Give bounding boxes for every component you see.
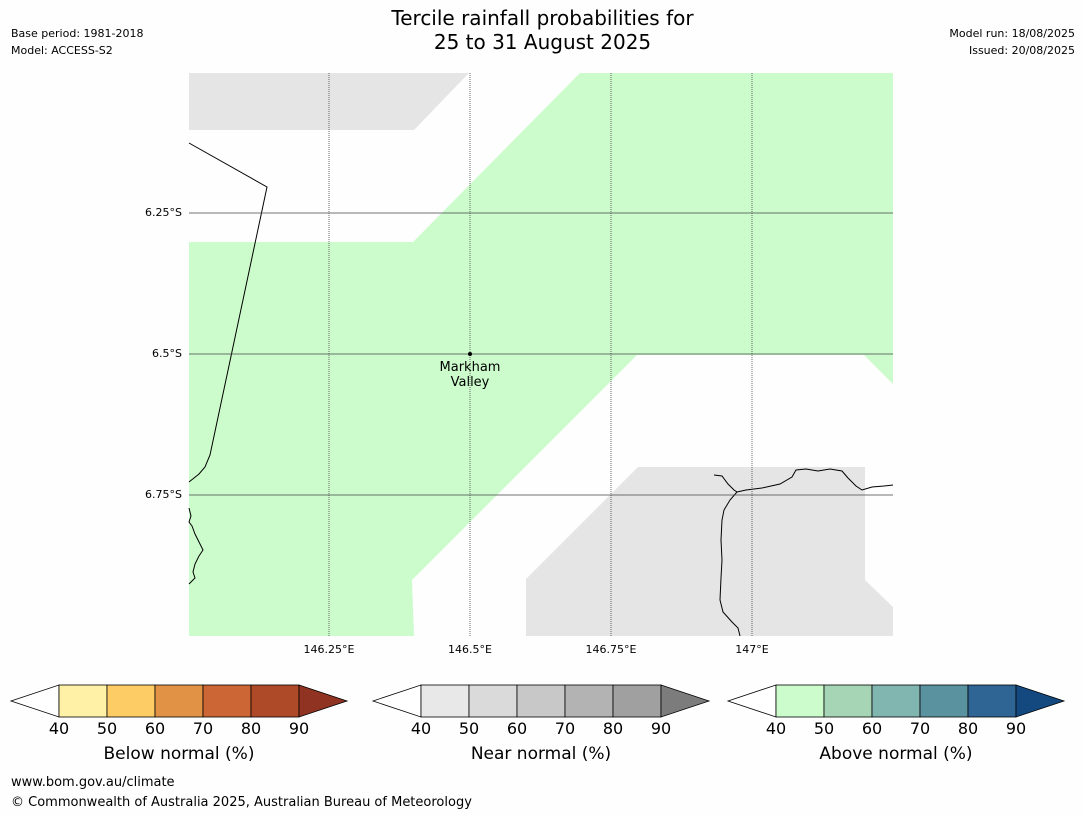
- above-swatch-50: [823, 684, 873, 718]
- above-swatch-70: [919, 684, 969, 718]
- header-left: Base period: 1981-2018 Model: ACCESS-S2: [11, 25, 143, 59]
- above-tick-80: 80: [957, 719, 979, 738]
- issued-text: Issued: 20/08/2025: [968, 44, 1075, 57]
- place-label-line-2: Valley: [450, 375, 490, 390]
- above-swatch-60: [871, 684, 921, 718]
- above-tick-50: 50: [813, 719, 835, 738]
- map-canvas: [188, 73, 894, 637]
- colorbar-near-normal: [371, 684, 711, 718]
- below-over-arrow: [298, 684, 349, 718]
- model-run-text: Model run: 18/08/2025: [949, 27, 1075, 40]
- below-tick-90: 90: [288, 719, 310, 738]
- title-line-1: Tercile rainfall probabilities for: [391, 6, 694, 30]
- colorbars: [9, 684, 1066, 718]
- below-swatch-40: [58, 684, 108, 718]
- near-tick-70: 70: [554, 719, 576, 738]
- below-tick-80: 80: [240, 719, 262, 738]
- near-tick-40: 40: [410, 719, 432, 738]
- lat-label-6-75: 6.75°S: [145, 488, 182, 501]
- colorbar-below-normal: [9, 684, 349, 718]
- near-tick-80: 80: [602, 719, 624, 738]
- coast-left-segment: [188, 507, 204, 585]
- near-normal-region-bottom: [526, 467, 893, 636]
- legend-title-above: Above normal (%): [819, 744, 973, 764]
- below-tick-40: 40: [48, 719, 70, 738]
- near-swatch-40: [420, 684, 470, 718]
- below-tick-70: 70: [192, 719, 214, 738]
- below-swatch-60: [154, 684, 204, 718]
- border-line: [188, 142, 268, 483]
- near-tick-50: 50: [458, 719, 480, 738]
- place-marker: [468, 352, 472, 356]
- map-area: [188, 73, 894, 637]
- near-over-arrow: [660, 684, 711, 718]
- lat-label-6-5: 6.5°S: [152, 347, 182, 360]
- coast-right-top: [736, 468, 894, 493]
- above-tick-70: 70: [909, 719, 931, 738]
- coast-right-segment: [713, 474, 741, 637]
- below-swatch-70: [202, 684, 252, 718]
- near-under-arrow: [371, 684, 422, 718]
- colorbar-near-ticks: 40 50 60 70 80 90: [0, 719, 1085, 739]
- below-under-arrow: [9, 684, 60, 718]
- lon-label-146-75: 146.75°E: [585, 643, 637, 656]
- coastline: [188, 142, 894, 637]
- colorbar-below-ticks: 40 50 60 70 80 90: [0, 719, 1085, 739]
- lon-label-146-25: 146.25°E: [303, 643, 355, 656]
- near-swatch-50: [468, 684, 518, 718]
- below-swatch-80: [250, 684, 300, 718]
- above-tick-40: 40: [765, 719, 787, 738]
- map-title: Tercile rainfall probabilities for 25 to…: [0, 6, 1085, 54]
- above-tick-60: 60: [861, 719, 883, 738]
- below-tick-50: 50: [96, 719, 118, 738]
- near-swatch-60: [516, 684, 566, 718]
- above-swatch-40: [775, 684, 825, 718]
- lon-label-146-5: 146.5°E: [448, 643, 492, 656]
- model-text: Model: ACCESS-S2: [11, 44, 113, 57]
- below-tick-60: 60: [144, 719, 166, 738]
- near-tick-90: 90: [650, 719, 672, 738]
- footer-copyright: © Commonwealth of Australia 2025, Austra…: [11, 795, 472, 810]
- gridlines: [189, 73, 893, 636]
- colorbar-above-normal: [726, 684, 1066, 718]
- below-swatch-50: [106, 684, 156, 718]
- near-tick-60: 60: [506, 719, 528, 738]
- above-over-arrow: [1015, 684, 1066, 718]
- legend-title-below: Below normal (%): [103, 744, 255, 764]
- footer-url: www.bom.gov.au/climate: [11, 775, 175, 790]
- place-label-markham-valley: Markham Valley: [430, 360, 510, 390]
- place-label-line-1: Markham: [439, 360, 501, 375]
- near-swatch-70: [564, 684, 614, 718]
- title-line-2: 25 to 31 August 2025: [433, 30, 652, 54]
- above-under-arrow: [726, 684, 777, 718]
- above-swatch-80: [967, 684, 1017, 718]
- header-right: Model run: 18/08/2025 Issued: 20/08/2025: [949, 25, 1075, 59]
- lon-label-147: 147°E: [735, 643, 769, 656]
- near-swatch-80: [612, 684, 662, 718]
- base-period-text: Base period: 1981-2018: [11, 27, 144, 40]
- lat-label-6-25: 6.25°S: [145, 206, 182, 219]
- colorbar-above-ticks: 40 50 60 70 80 90: [0, 719, 1085, 739]
- above-tick-90: 90: [1005, 719, 1027, 738]
- legend-title-near: Near normal (%): [470, 744, 612, 764]
